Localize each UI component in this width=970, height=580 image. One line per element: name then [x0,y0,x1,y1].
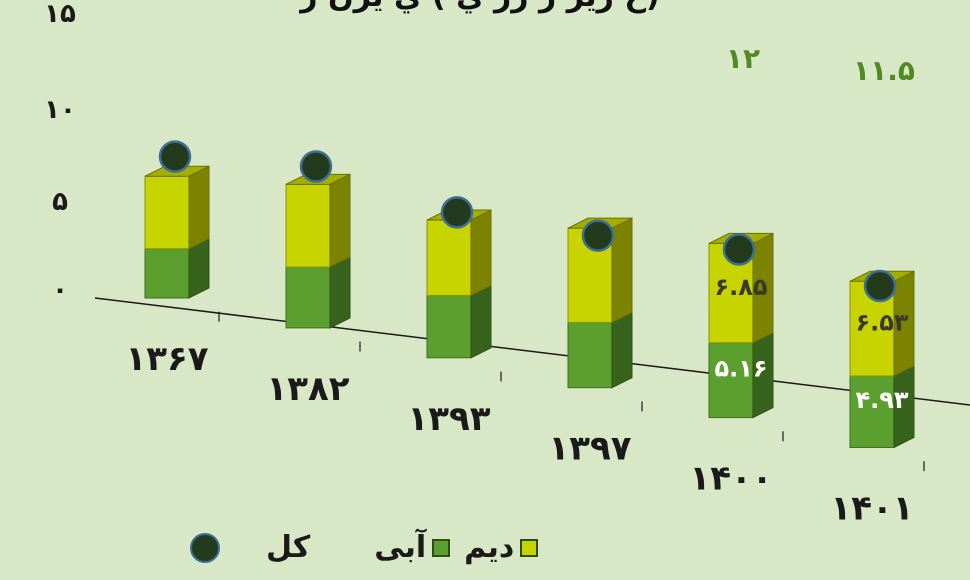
total-marker [299,150,333,183]
bar-irrigated [849,375,895,448]
bar-irrigated-side [470,284,492,359]
x-category-label: ۱۳۶۷ [125,339,208,379]
legend-total: کل [190,530,310,565]
x-category-label: ۱۳۹۳ [407,399,490,439]
bar-irrigated [708,342,754,419]
y-tick-label: ۱۵ [44,0,76,29]
legend-label-irrigated: آبی [374,530,427,565]
bar-rainfed-side [329,173,351,268]
bar-irrigated [567,321,613,389]
bar-rainfed-side [611,217,633,324]
chart-legend: دیم آبی کل [190,530,539,565]
legend-swatch-irrigated [432,538,451,557]
y-tick-label: ۰ [52,275,68,305]
bar-rainfed [426,219,472,296]
bar-rainfed-side [470,209,492,297]
bar-irrigated-side [611,311,633,389]
bar-irrigated-side [329,256,351,329]
total-marker [158,140,192,173]
bar-rainfed [144,175,190,250]
legend-irrigated: آبی [374,530,451,565]
data-label-irrigated: ۵.۱۶ [714,354,767,382]
bar-rainfed [285,183,331,268]
bar-irrigated [144,248,190,299]
bar-irrigated [426,294,472,359]
data-label-total: ۱۲ [726,42,760,75]
x-category-label: ۱۴۰۰ [689,459,772,499]
total-marker [581,219,615,252]
data-label-rainfed: ۶.۵۳ [855,309,908,337]
legend-marker-total [190,532,220,563]
chart-title: ح زير ر رر ي ) ي يرن ر) [298,0,659,14]
total-marker [440,196,474,229]
data-label-irrigated: ۴.۹۳ [855,386,908,414]
x-axis-line [94,297,970,406]
y-tick-label: ۵ [52,187,68,217]
bar-irrigated [285,266,331,329]
x-category-label: ۱۳۹۷ [548,429,631,469]
y-tick-label: ۱۰ [44,95,76,125]
x-category-label: ۱۳۸۲ [266,369,349,409]
bar-rainfed-side [188,165,210,250]
x-category-label: ۱۴۰۱ [830,488,913,528]
total-marker [722,233,756,266]
legend-label-total: کل [266,530,311,565]
total-marker [863,269,897,303]
legend-swatch-rainfed [520,538,539,557]
data-label-total: ۱۱.۵ [853,54,915,87]
legend-rainfed: دیم [464,530,539,565]
legend-label-rainfed: دیم [464,530,515,565]
data-label-rainfed: ۶.۸۵ [714,273,767,301]
